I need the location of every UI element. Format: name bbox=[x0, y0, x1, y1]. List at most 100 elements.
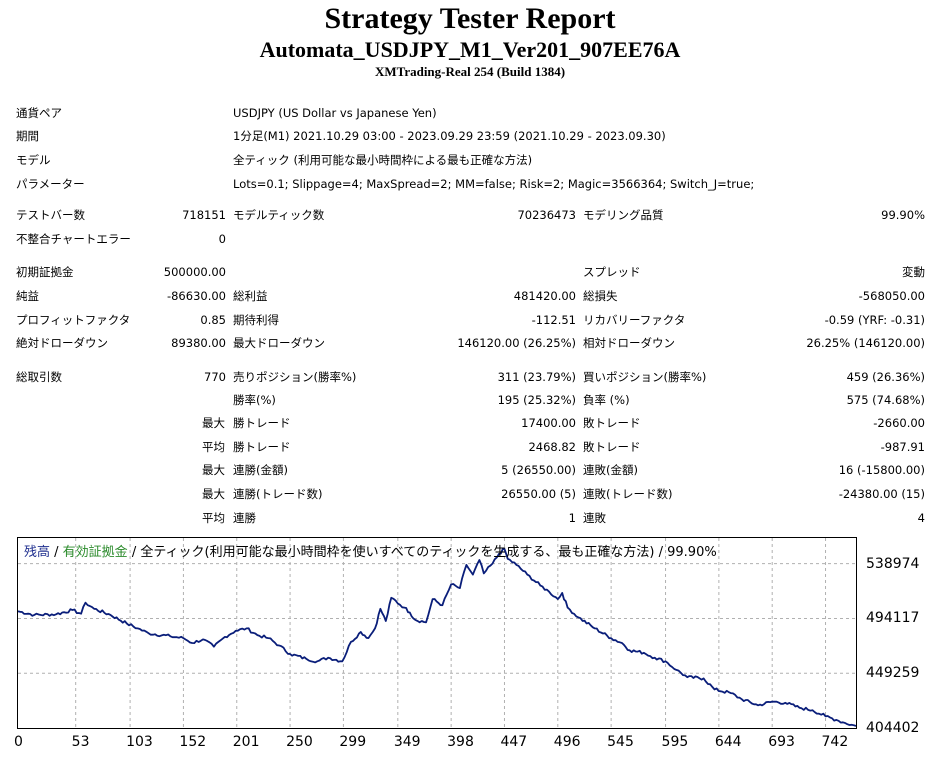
long-label: 買いポジション(勝率%) bbox=[583, 370, 707, 384]
expected-label: 期待利得 bbox=[233, 313, 279, 327]
model-label: モデル bbox=[16, 153, 51, 167]
balance-line bbox=[18, 548, 856, 727]
trades-value: 770 bbox=[204, 370, 226, 384]
model-value: 全ティック (利用可能な最小時間枠による最も正確な方法) bbox=[233, 153, 533, 167]
x-tick-label: 644 bbox=[714, 734, 742, 750]
avg-cons-win-label: 連勝 bbox=[233, 511, 256, 525]
max-loss-value: -2660.00 bbox=[873, 416, 925, 430]
params-value: Lots=0.1; Slippage=4; MaxSpread=2; MM=fa… bbox=[233, 177, 755, 191]
deposit-value: 500000.00 bbox=[163, 265, 226, 279]
x-tick-label: 0 bbox=[14, 734, 23, 750]
avg-word: 平均 bbox=[202, 511, 225, 525]
deposit-label: 初期証拠金 bbox=[16, 265, 74, 279]
win-pct-label: 勝率(%) bbox=[233, 393, 276, 407]
y-tick-label: 404402 bbox=[866, 720, 920, 736]
bars-value: 718151 bbox=[182, 208, 226, 222]
max-cons-loss-money-label: 連敗(金額) bbox=[583, 463, 638, 477]
ticks-value: 70236473 bbox=[517, 208, 576, 222]
rel-dd-label: 相対ドローダウン bbox=[583, 336, 675, 350]
quality-label: モデリング品質 bbox=[583, 208, 664, 222]
abs-dd-label: 絶対ドローダウン bbox=[16, 336, 108, 350]
rel-dd-value: 26.25% (146120.00) bbox=[806, 336, 925, 350]
mismatch-label: 不整合チャートエラー bbox=[16, 232, 131, 246]
recovery-label: リカバリーファクタ bbox=[583, 313, 686, 327]
max-cons-loss-count-label: 連敗(トレード数) bbox=[583, 487, 673, 501]
x-tick-label: 152 bbox=[179, 734, 207, 750]
spread-value: 変動 bbox=[902, 265, 925, 279]
max-cons-loss-count-value: -24380.00 (15) bbox=[838, 487, 925, 501]
period-value: 1分足(M1) 2021.10.29 03:00 - 2023.09.29 23… bbox=[233, 129, 666, 143]
max-cons-win-money-value: 5 (26550.00) bbox=[501, 463, 576, 477]
params-label: パラメーター bbox=[16, 177, 85, 191]
report-header: Strategy Tester Report Automata_USDJPY_M… bbox=[0, 0, 940, 80]
x-tick-label: 349 bbox=[393, 734, 421, 750]
x-tick-label: 103 bbox=[126, 734, 153, 750]
balance-chart: 残高 / 有効証拠金 / 全ティック(利用可能な最小時間枠を使いすべてのティック… bbox=[17, 537, 857, 729]
expected-value: -112.51 bbox=[531, 313, 576, 327]
report-title: Strategy Tester Report bbox=[324, 2, 616, 35]
gross-profit-label: 総利益 bbox=[233, 289, 268, 303]
pf-value: 0.85 bbox=[200, 313, 226, 327]
period-label: 期間 bbox=[16, 129, 39, 143]
max-win-label: 勝トレード bbox=[233, 416, 291, 430]
spread-label: スプレッド bbox=[583, 265, 641, 279]
max-word: 最大 bbox=[202, 463, 225, 477]
ea-name: Automata_USDJPY_M1_Ver201_907EE76A bbox=[259, 37, 681, 62]
legend-equity: 有効証拠金 bbox=[62, 545, 128, 560]
x-tick-label: 53 bbox=[71, 734, 90, 750]
avg-word: 平均 bbox=[202, 440, 225, 454]
win-pct-value: 195 (25.32%) bbox=[497, 393, 576, 407]
avg-cons-loss-label: 連敗 bbox=[583, 511, 606, 525]
max-cons-loss-money-value: 16 (-15800.00) bbox=[838, 463, 925, 477]
long-value: 459 (26.36%) bbox=[846, 370, 925, 384]
legend-balance: 残高 bbox=[24, 545, 51, 560]
max-word: 最大 bbox=[202, 416, 225, 430]
recovery-value: -0.59 (YRF: -0.31) bbox=[824, 313, 925, 327]
max-win-value: 17400.00 bbox=[521, 416, 576, 430]
gross-loss-label: 総損失 bbox=[583, 289, 618, 303]
max-dd-value: 146120.00 (26.25%) bbox=[457, 336, 576, 350]
max-loss-label: 敗トレード bbox=[583, 416, 641, 430]
loss-pct-value: 575 (74.68%) bbox=[846, 393, 925, 407]
x-tick-label: 742 bbox=[821, 734, 849, 750]
max-dd-label: 最大ドローダウン bbox=[233, 336, 325, 350]
max-cons-win-count-label: 連勝(トレード数) bbox=[233, 487, 323, 501]
pf-label: プロフィットファクタ bbox=[16, 313, 131, 327]
y-tick-label: 494117 bbox=[866, 610, 920, 627]
x-tick-label: 595 bbox=[661, 734, 689, 750]
avg-cons-win-value: 1 bbox=[568, 511, 576, 525]
bars-label: テストバー数 bbox=[16, 208, 85, 222]
avg-cons-loss-value: 4 bbox=[917, 511, 925, 525]
ticks-label: モデルティック数 bbox=[233, 208, 325, 222]
quality-value: 99.90% bbox=[881, 208, 925, 222]
mismatch-value: 0 bbox=[218, 232, 226, 246]
gross-profit-value: 481420.00 bbox=[513, 289, 576, 303]
net-value: -86630.00 bbox=[166, 289, 226, 303]
legend-rest: / 全ティック(利用可能な最小時間枠を使いすべてのティックを生成する、最も正確な… bbox=[127, 545, 717, 560]
avg-win-value: 2468.82 bbox=[528, 440, 576, 454]
x-tick-label: 250 bbox=[286, 734, 313, 750]
avg-loss-label: 敗トレード bbox=[583, 440, 641, 454]
x-tick-label: 447 bbox=[500, 734, 528, 750]
short-label: 売りポジション(勝率%) bbox=[233, 370, 357, 384]
trades-label: 総取引数 bbox=[16, 370, 62, 384]
x-tick-label: 545 bbox=[607, 734, 634, 750]
balance-chart-svg bbox=[18, 538, 856, 728]
symbol-label: 通貨ペア bbox=[16, 106, 62, 120]
y-tick-label: 538974 bbox=[866, 555, 920, 572]
short-value: 311 (23.79%) bbox=[497, 370, 576, 384]
abs-dd-value: 89380.00 bbox=[171, 336, 226, 350]
x-tick-label: 496 bbox=[553, 734, 581, 750]
y-tick-label: 449259 bbox=[866, 665, 920, 682]
chart-legend: 残高 / 有効証拠金 / 全ティック(利用可能な最小時間枠を使いすべてのティック… bbox=[24, 541, 717, 560]
loss-pct-label: 負率 (%) bbox=[583, 393, 630, 407]
x-tick-label: 299 bbox=[339, 734, 367, 750]
x-tick-label: 398 bbox=[447, 734, 474, 750]
max-cons-win-count-value: 26550.00 (5) bbox=[501, 487, 576, 501]
max-cons-win-money-label: 連勝(金額) bbox=[233, 463, 288, 477]
gross-loss-value: -568050.00 bbox=[858, 289, 925, 303]
legend-sep: / bbox=[50, 545, 63, 560]
x-tick-label: 201 bbox=[232, 734, 260, 750]
max-word: 最大 bbox=[202, 487, 225, 501]
avg-win-label: 勝トレード bbox=[233, 440, 291, 454]
